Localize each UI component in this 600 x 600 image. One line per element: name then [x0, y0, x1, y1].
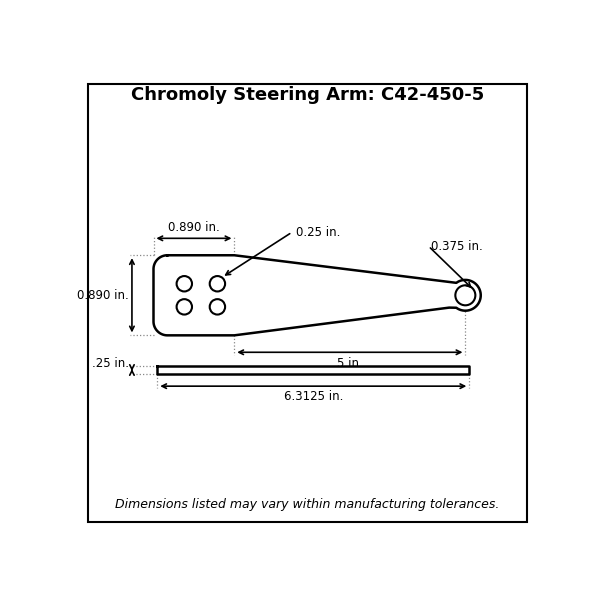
Polygon shape: [154, 255, 481, 335]
Text: 5 in.: 5 in.: [337, 357, 363, 370]
Text: 0.25 in.: 0.25 in.: [296, 226, 340, 239]
Polygon shape: [157, 366, 469, 374]
Text: 0.890 in.: 0.890 in.: [168, 221, 220, 233]
Text: .25 in.: .25 in.: [92, 358, 129, 370]
Text: Chromoly Steering Arm: C42-450-5: Chromoly Steering Arm: C42-450-5: [131, 86, 484, 104]
Text: 6.3125 in.: 6.3125 in.: [284, 390, 343, 403]
Text: 0.890 in.: 0.890 in.: [77, 289, 129, 302]
Text: 0.375 in.: 0.375 in.: [431, 239, 482, 253]
Text: Dimensions listed may vary within manufacturing tolerances.: Dimensions listed may vary within manufa…: [115, 498, 500, 511]
